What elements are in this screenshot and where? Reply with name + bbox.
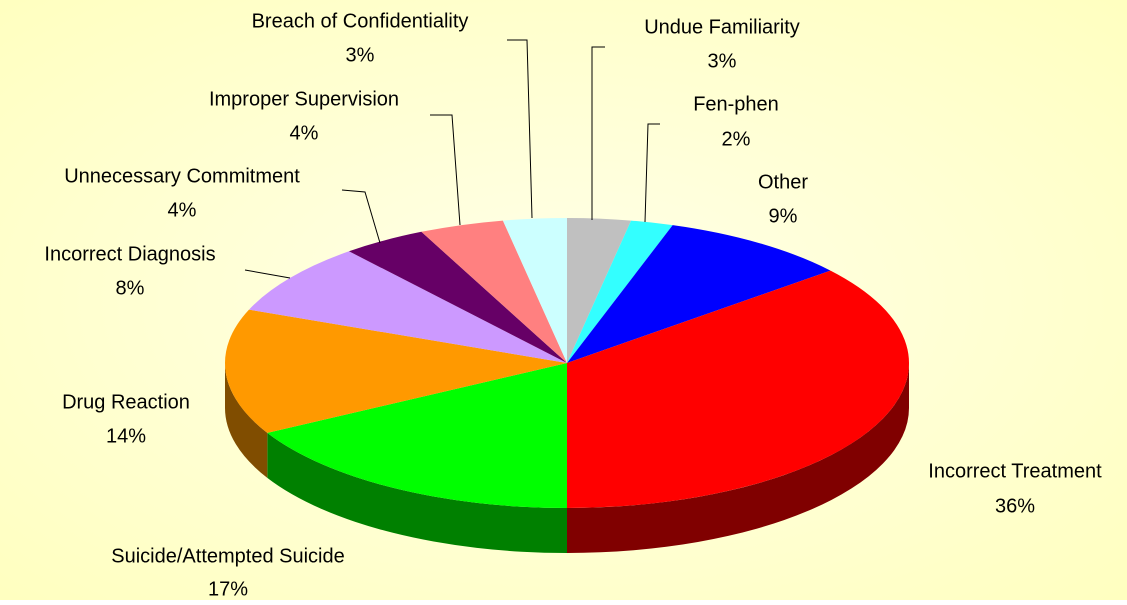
slice-label: Fen-phen <box>693 93 779 115</box>
slice-label: Breach of Confidentiality <box>252 10 469 32</box>
slice-value-label: 4% <box>290 122 319 144</box>
slice-label: Unnecessary Commitment <box>64 165 300 187</box>
pie-slice <box>249 251 567 363</box>
pie-slice <box>567 270 909 508</box>
slice-label: Suicide/Attempted Suicide <box>111 545 344 567</box>
leader-line <box>644 123 660 223</box>
pie-slice <box>567 220 673 363</box>
slice-value-label: 17% <box>208 578 248 600</box>
slice-label: Incorrect Diagnosis <box>44 243 215 265</box>
slice-label: Other <box>758 171 808 193</box>
pie-slice <box>567 218 632 363</box>
slice-label: Improper Supervision <box>209 88 399 110</box>
slice-value-label: 3% <box>708 50 737 72</box>
pie-side <box>267 432 567 553</box>
slice-value-label: 36% <box>995 495 1035 517</box>
leader-line <box>244 269 291 279</box>
pie-side <box>567 363 909 553</box>
pie-slice <box>567 225 831 363</box>
leader-line <box>591 46 605 220</box>
pie-slice <box>349 231 567 363</box>
slice-value-label: 2% <box>722 128 751 150</box>
slice-label: Incorrect Treatment <box>928 460 1102 482</box>
leader-line <box>507 39 533 219</box>
pie-slice <box>225 309 567 433</box>
slice-value-label: 3% <box>346 44 375 66</box>
slice-value-label: 4% <box>168 199 197 221</box>
slice-label: Drug Reaction <box>62 391 190 413</box>
leader-line <box>341 189 381 244</box>
slice-label: Undue Familiarity <box>644 16 800 38</box>
pie-side <box>225 363 268 478</box>
pie-slice <box>421 220 567 363</box>
pie-slice <box>502 218 567 363</box>
slice-value-label: 9% <box>769 205 798 227</box>
leader-line <box>430 114 461 226</box>
slice-value-label: 8% <box>116 277 145 299</box>
slice-value-label: 14% <box>106 425 146 447</box>
pie-slice <box>267 363 567 508</box>
